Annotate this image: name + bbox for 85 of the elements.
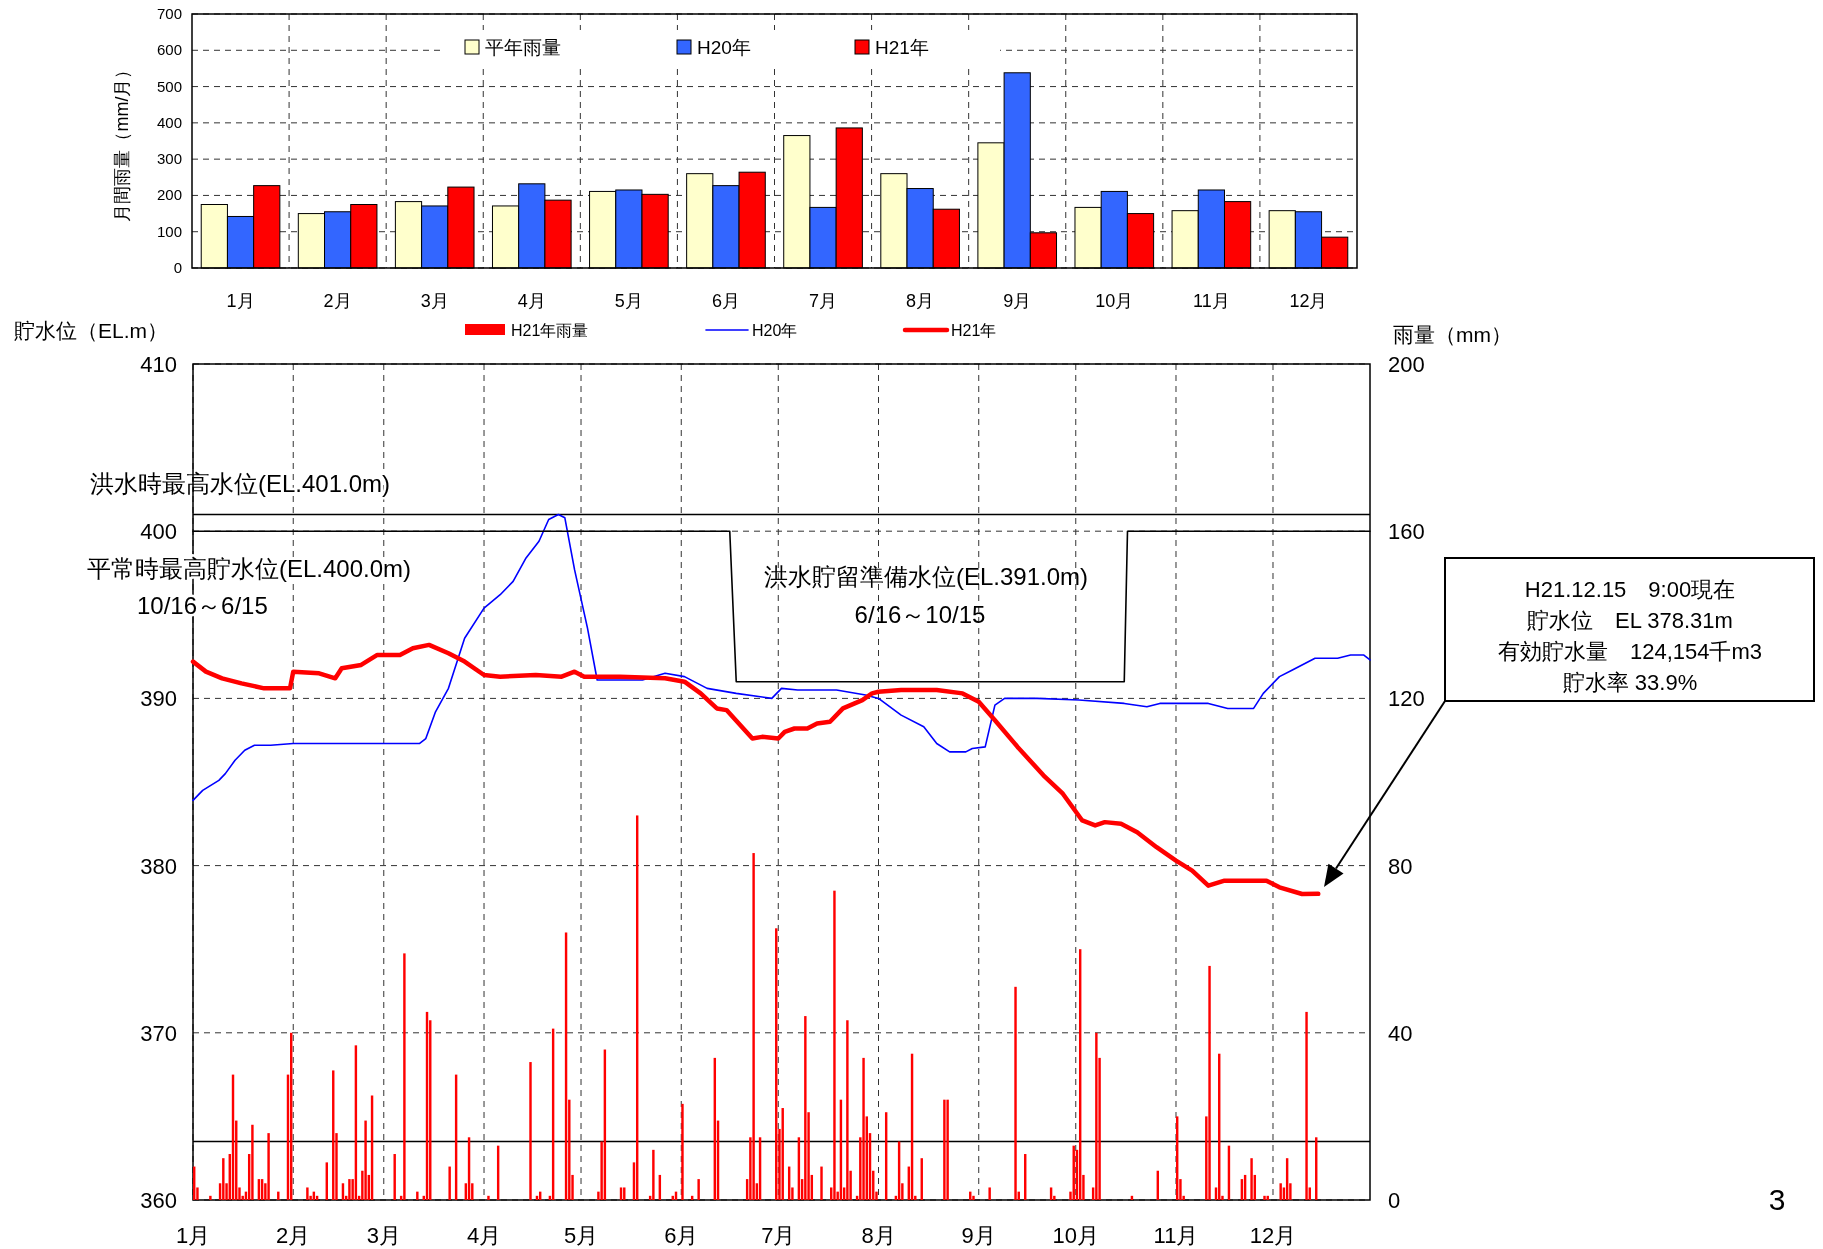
bar — [393, 1154, 396, 1200]
y-tick-label: 100 — [156, 222, 182, 240]
bar — [988, 1187, 991, 1200]
y-tick-label: 500 — [156, 77, 182, 95]
y-tick-label: 380 — [140, 853, 177, 879]
y-tick-label: 400 — [140, 519, 177, 545]
y2-tick-label: 160 — [1388, 519, 1425, 545]
annotation: 洪水貯留準備水位(EL.391.0m) — [763, 563, 1089, 590]
bar — [833, 890, 836, 1200]
y-axis-title: 貯水位（EL.m） — [14, 319, 169, 342]
text: 有効貯水量 124,154千m3 — [1497, 639, 1763, 664]
x-tick-label: 1月 — [226, 291, 255, 311]
text: 貯水位 EL 378.31m — [1527, 608, 1733, 633]
x-tick-label: 7月 — [761, 1223, 796, 1248]
x-tick-label: 4月 — [517, 291, 546, 311]
x-tick-label: 8月 — [906, 291, 935, 311]
x-tick-label: 10月 — [1052, 1223, 1099, 1248]
bar — [943, 1099, 946, 1200]
y2-tick-label: 200 — [1388, 352, 1425, 377]
y-tick-label: 400 — [156, 113, 182, 131]
bar — [416, 1191, 419, 1200]
bar — [804, 1016, 807, 1200]
y-tick-label: 360 — [140, 1188, 177, 1213]
x-tick-label: 3月 — [366, 1223, 401, 1248]
bar — [448, 1166, 451, 1200]
x-tick-label: 6月 — [664, 1223, 699, 1248]
legend-label: H20年 — [697, 37, 751, 58]
bar — [946, 1099, 949, 1200]
x-tick-label: 9月 — [961, 1223, 996, 1248]
x-tick-label: 2月 — [276, 1223, 311, 1248]
bar — [697, 1179, 700, 1200]
y-tick-label: 200 — [156, 186, 182, 204]
x-tick-label: 6月 — [711, 291, 740, 311]
y-tick-label: 390 — [140, 686, 177, 712]
text: 3 — [1768, 1183, 1786, 1216]
x-tick-label: 12月 — [1249, 1223, 1297, 1248]
x-tick-label: 12月 — [1289, 291, 1328, 311]
bar — [862, 1057, 865, 1200]
legend-label: H20年 — [752, 322, 798, 339]
x-tick-label: 9月 — [1003, 291, 1032, 311]
bar — [652, 1149, 655, 1200]
y2-axis-title: 雨量（mm） — [1393, 323, 1512, 346]
y2-tick-label: 80 — [1388, 853, 1413, 879]
x-tick-label: 2月 — [323, 291, 352, 311]
bar — [752, 853, 755, 1200]
y2-tick-label: 120 — [1388, 686, 1425, 712]
bar — [1305, 1011, 1308, 1200]
legend-label: 平年雨量 — [485, 37, 561, 58]
text: 貯水率 33.9% — [1562, 670, 1698, 695]
bar — [972, 1195, 975, 1200]
y-axis-title: 月間雨量（mm/月） — [112, 60, 132, 222]
bar — [1208, 965, 1211, 1200]
x-tick-label: 8月 — [861, 1223, 896, 1248]
legend-label: H21年雨量 — [511, 322, 589, 339]
bar — [529, 1062, 532, 1200]
y-tick-label: 0 — [173, 259, 182, 276]
annotation: 6/16～10/15 — [854, 601, 986, 628]
bar — [1095, 1032, 1098, 1200]
x-tick-label: 5月 — [614, 291, 643, 311]
y-tick-label: 700 — [156, 5, 182, 22]
legend-label: H21年 — [875, 37, 929, 58]
y2-tick-label: 0 — [1388, 1188, 1401, 1213]
y-tick-label: 300 — [156, 150, 182, 168]
bar — [1014, 986, 1017, 1200]
x-tick-label: 11月 — [1153, 1223, 1199, 1248]
bar — [681, 1103, 684, 1200]
y-tick-label: 410 — [140, 352, 177, 377]
y-tick-label: 600 — [156, 41, 182, 59]
x-tick-label: 7月 — [809, 291, 838, 311]
x-tick-label: 1月 — [175, 1223, 211, 1248]
x-tick-label: 4月 — [466, 1223, 502, 1248]
bar — [1250, 1158, 1253, 1200]
x-tick-label: 3月 — [420, 291, 449, 311]
y2-tick-label: 40 — [1388, 1020, 1413, 1046]
bar — [1279, 1183, 1282, 1200]
x-tick-label: 10月 — [1095, 291, 1134, 311]
text: H21.12.15 9:00現在 — [1524, 577, 1736, 602]
bar — [820, 1166, 823, 1200]
bar — [403, 953, 406, 1200]
legend-label: H21年 — [951, 322, 997, 339]
x-tick-label: 11月 — [1193, 291, 1230, 311]
bar — [487, 1195, 490, 1200]
y-tick-label: 370 — [140, 1020, 177, 1046]
bar — [846, 1020, 849, 1200]
x-tick-label: 5月 — [563, 1223, 599, 1248]
